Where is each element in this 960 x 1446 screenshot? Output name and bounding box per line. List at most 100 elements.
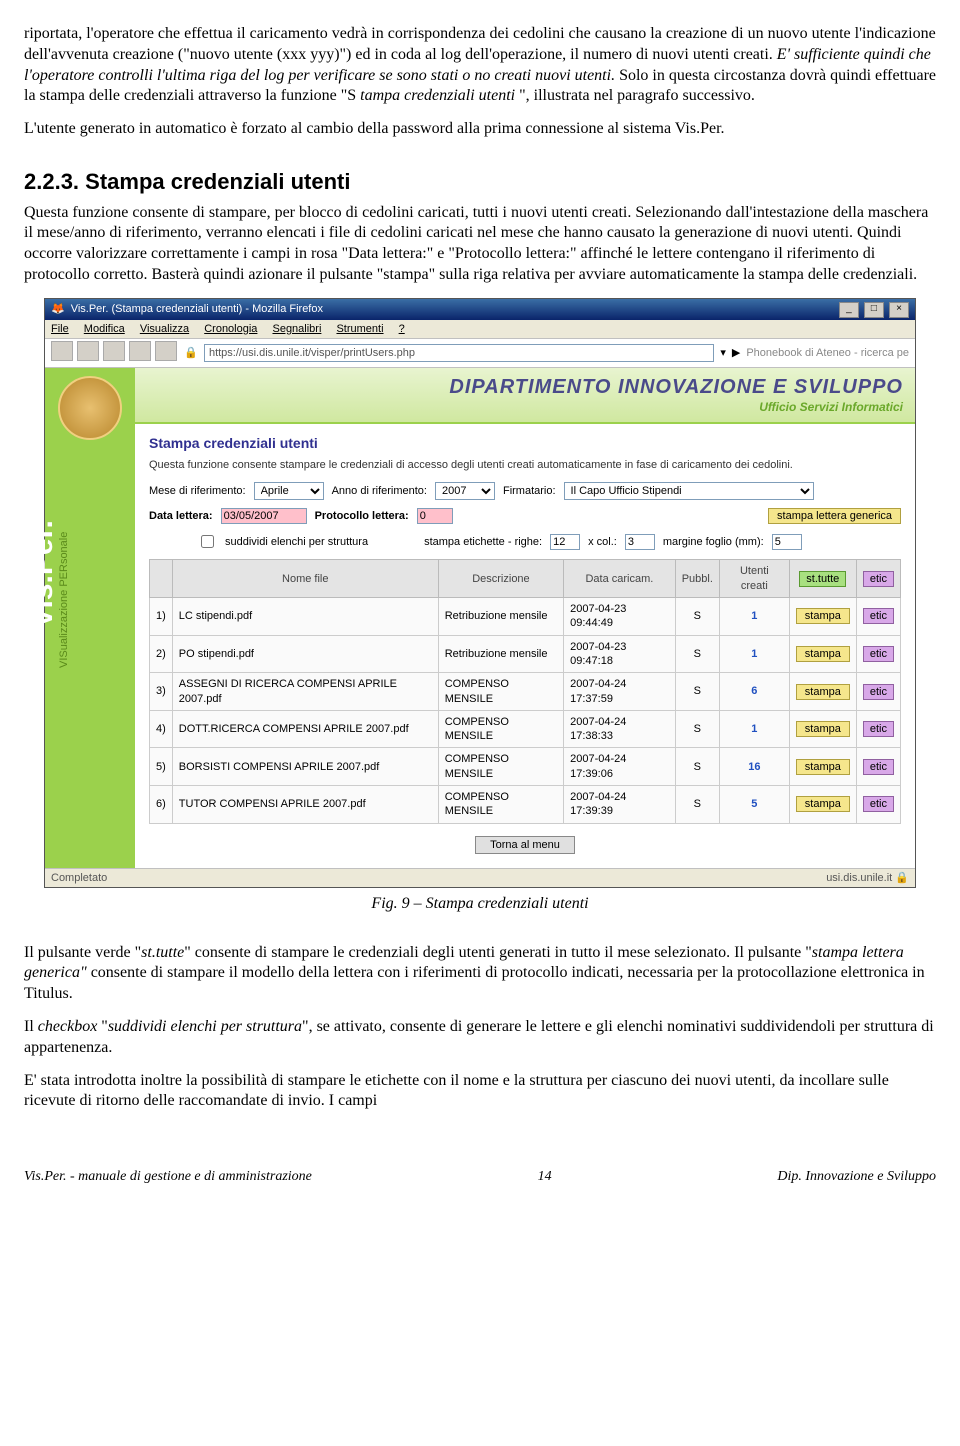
protocollo-label: Protocollo lettera: (315, 509, 409, 523)
paragraph-5: Il checkbox "suddividi elenchi per strut… (24, 1017, 936, 1059)
stampa-button[interactable]: stampa (796, 796, 850, 812)
sttutte-button[interactable]: st.tutte (799, 571, 846, 587)
stampa-button[interactable]: stampa (796, 759, 850, 775)
col-input[interactable] (625, 534, 655, 550)
stampa-button[interactable]: stampa (796, 721, 850, 737)
righe-input[interactable] (550, 534, 580, 550)
menu-strumenti[interactable]: Strumenti (336, 323, 383, 335)
etic-header-button[interactable]: etic (863, 571, 894, 587)
etic-button[interactable]: etic (863, 721, 894, 737)
files-table: Nome file Descrizione Data caricam. Pubb… (149, 559, 901, 823)
table-row: 3)ASSEGNI DI RICERCA COMPENSI APRILE 200… (150, 673, 901, 711)
header-banner: DIPARTIMENTO INNOVAZIONE E SVILUPPO Uffi… (135, 368, 915, 424)
etic-button[interactable]: etic (863, 759, 894, 775)
cell-idx: 2) (150, 635, 173, 673)
cell-pub: S (675, 710, 719, 748)
cell-utenti: 16 (719, 748, 789, 786)
cell-etic: etic (856, 598, 900, 636)
stampa-button[interactable]: stampa (796, 646, 850, 662)
cell-file: DOTT.RICERCA COMPENSI APRILE 2007.pdf (172, 710, 438, 748)
stampa-button[interactable]: stampa (796, 684, 850, 700)
minimize-button[interactable]: _ (839, 302, 859, 318)
table-row: 2)PO stipendi.pdfRetribuzione mensile200… (150, 635, 901, 673)
forward-icon[interactable] (77, 341, 99, 361)
mese-select[interactable]: Aprile (254, 482, 324, 500)
menu-segnalibri[interactable]: Segnalibri (272, 323, 321, 335)
margine-input[interactable] (772, 534, 802, 550)
cell-idx: 3) (150, 673, 173, 711)
menu-help[interactable]: ? (399, 323, 405, 335)
p1-d: tampa credenziali utenti (360, 87, 515, 104)
menubar: File Modifica Visualizza Cronologia Segn… (45, 320, 915, 339)
mese-label: Mese di riferimento: (149, 484, 246, 498)
cell-stampa: stampa (789, 710, 856, 748)
window-title: Vis.Per. (Stampa credenziali utenti) - M… (71, 302, 323, 316)
suddividi-checkbox[interactable] (201, 535, 214, 548)
cell-idx: 5) (150, 748, 173, 786)
etic-button[interactable]: etic (863, 796, 894, 812)
cell-pub: S (675, 635, 719, 673)
firefox-icon: 🦊 (51, 302, 65, 316)
cell-pub: S (675, 598, 719, 636)
cell-file: PO stipendi.pdf (172, 635, 438, 673)
cell-date: 2007-04-24 17:39:06 (564, 748, 676, 786)
back-icon[interactable] (51, 341, 73, 361)
page-footer: Vis.Per. - manuale di gestione e di ammi… (24, 1168, 936, 1186)
etic-button[interactable]: etic (863, 646, 894, 662)
logo-icon (58, 376, 122, 440)
cell-file: LC stipendi.pdf (172, 598, 438, 636)
reload-icon[interactable] (103, 341, 125, 361)
home-icon[interactable] (155, 341, 177, 361)
stop-icon[interactable] (129, 341, 151, 361)
url-field[interactable]: https://usi.dis.unile.it/visper/printUse… (204, 344, 714, 362)
p5c: " (97, 1018, 108, 1035)
cell-etic: etic (856, 748, 900, 786)
stampa-lettera-generica-button[interactable]: stampa lettera generica (768, 508, 901, 524)
cell-desc: COMPENSO MENSILE (438, 748, 563, 786)
p4e: consente di stampare il modello della le… (24, 964, 925, 1002)
statusbar: Completato usi.dis.unile.it 🔒 (45, 868, 915, 887)
stampa-button[interactable]: stampa (796, 608, 850, 624)
dept-subtitle: Ufficio Servizi Informatici (147, 400, 903, 416)
section-title: Stampa credenziali utenti (149, 434, 901, 452)
dropdown-icon[interactable]: ▾ (720, 346, 726, 360)
torna-menu-button[interactable]: Torna al menu (475, 836, 575, 854)
status-left: Completato (51, 871, 107, 885)
window-buttons: _ □ × (837, 301, 909, 318)
data-lettera-input[interactable] (221, 508, 307, 524)
firmatario-select[interactable]: Il Capo Ufficio Stipendi (564, 482, 814, 500)
cell-etic: etic (856, 710, 900, 748)
menu-cronologia[interactable]: Cronologia (204, 323, 257, 335)
menu-file[interactable]: File (51, 323, 69, 335)
go-icon[interactable]: ▶ (732, 346, 740, 360)
col-pubbl: Pubbl. (675, 560, 719, 598)
maximize-button[interactable]: □ (864, 302, 884, 318)
menu-modifica[interactable]: Modifica (84, 323, 125, 335)
table-row: 1)LC stipendi.pdfRetribuzione mensile200… (150, 598, 901, 636)
lock-status-icon: 🔒 (895, 872, 909, 884)
etic-button[interactable]: etic (863, 684, 894, 700)
close-button[interactable]: × (889, 302, 909, 318)
anno-select[interactable]: 2007 (435, 482, 495, 500)
status-domain: usi.dis.unile.it (826, 872, 892, 884)
figure-caption: Fig. 9 – Stampa credenziali utenti (24, 894, 936, 915)
p1-e: ", illustrata nel paragrafo successivo. (519, 87, 755, 104)
form-row-1: Mese di riferimento: Aprile Anno di rife… (149, 482, 901, 500)
cell-stampa: stampa (789, 748, 856, 786)
cell-stampa: stampa (789, 673, 856, 711)
p4b: st.tutte (141, 944, 184, 961)
url-toolbar: 🔒 https://usi.dis.unile.it/visper/printU… (45, 339, 915, 368)
cell-idx: 1) (150, 598, 173, 636)
etic-button[interactable]: etic (863, 608, 894, 624)
protocollo-input[interactable] (417, 508, 453, 524)
paragraph-2: L'utente generato in automatico è forzat… (24, 119, 936, 140)
p5b: checkbox (38, 1018, 98, 1035)
search-box[interactable]: Phonebook di Ateneo - ricerca pe (746, 346, 909, 360)
col-utenti: Utenti creati (719, 560, 789, 598)
section-desc: Questa funzione consente stampare le cre… (149, 458, 901, 472)
p5a: Il (24, 1018, 38, 1035)
cell-date: 2007-04-24 17:38:33 (564, 710, 676, 748)
menu-visualizza[interactable]: Visualizza (140, 323, 189, 335)
paragraph-1: riportata, l'operatore che effettua il c… (24, 24, 936, 107)
cell-file: BORSISTI COMPENSI APRILE 2007.pdf (172, 748, 438, 786)
